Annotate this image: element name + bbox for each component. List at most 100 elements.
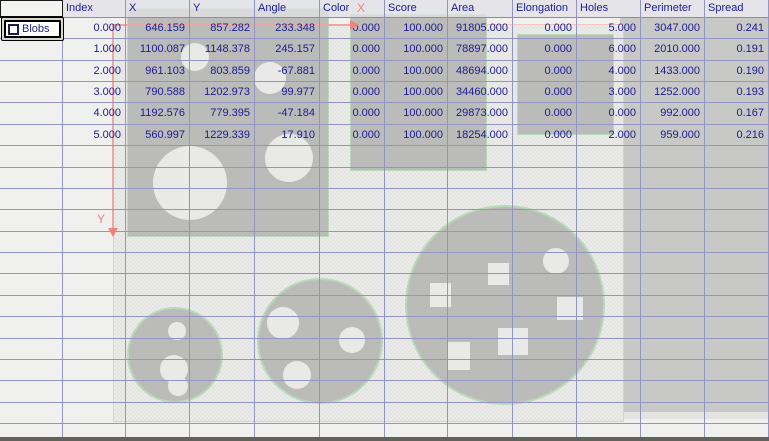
cell-y[interactable]: 1148.378 <box>190 39 255 61</box>
column-header-y[interactable]: Y <box>190 0 255 18</box>
cell-perimeter[interactable]: 2010.000 <box>641 39 705 61</box>
x-axis-line <box>113 24 352 26</box>
cell-color[interactable]: 0.000 <box>320 103 385 125</box>
empty-cell <box>190 424 255 437</box>
cell-perimeter[interactable]: 1252.000 <box>641 82 705 104</box>
cell-index[interactable]: 5.000 <box>63 124 126 147</box>
cell-perimeter[interactable]: 992.000 <box>641 103 705 125</box>
cell-area[interactable]: 48694.000 <box>448 60 513 83</box>
empty-cell <box>126 210 190 232</box>
cell-index[interactable]: 2.000 <box>63 60 126 83</box>
column-header-area[interactable]: Area <box>448 0 513 18</box>
empty-cell <box>63 295 126 318</box>
cell-holes[interactable]: 3.000 <box>577 82 641 104</box>
column-header-holes[interactable]: Holes <box>577 0 641 18</box>
window-bottom-border <box>0 437 769 441</box>
cell-index[interactable]: 0.000 <box>63 18 126 40</box>
table-row <box>0 210 769 232</box>
blobs-visibility-checkbox[interactable] <box>8 23 19 35</box>
column-header-score[interactable]: Score <box>385 0 448 18</box>
empty-cell <box>320 274 385 296</box>
cell-elongation[interactable]: 0.000 <box>513 103 577 125</box>
cell-elongation[interactable]: 0.000 <box>513 39 577 61</box>
cell-score[interactable]: 100.000 <box>385 124 448 147</box>
cell-perimeter[interactable]: 1433.000 <box>641 60 705 83</box>
cell-y[interactable]: 857.282 <box>190 18 255 40</box>
cell-spread[interactable]: 0.193 <box>705 82 769 104</box>
cell-elongation[interactable]: 0.000 <box>513 82 577 104</box>
cell-y[interactable]: 779.395 <box>190 103 255 125</box>
cell-spread[interactable]: 0.167 <box>705 103 769 125</box>
column-header-angle[interactable]: Angle <box>255 0 320 18</box>
cell-y[interactable]: 1202.973 <box>190 82 255 104</box>
cell-perimeter[interactable]: 3047.000 <box>641 18 705 40</box>
cell-angle[interactable]: -47.184 <box>255 103 320 125</box>
column-header-color[interactable]: Color <box>320 0 385 18</box>
cell-y[interactable]: 1229.339 <box>190 124 255 147</box>
cell-color[interactable]: 0.000 <box>320 60 385 83</box>
cell-x[interactable]: 560.997 <box>126 124 190 147</box>
cell-y[interactable]: 803.859 <box>190 60 255 83</box>
empty-cell <box>255 253 320 275</box>
cell-holes[interactable]: 5.000 <box>577 18 641 40</box>
empty-cell <box>705 424 769 437</box>
cell-holes[interactable]: 4.000 <box>577 60 641 83</box>
cell-elongation[interactable]: 0.000 <box>513 18 577 40</box>
column-header-elongation[interactable]: Elongation <box>513 0 577 18</box>
empty-cell <box>190 274 255 296</box>
cell-angle[interactable]: 99.977 <box>255 82 320 104</box>
empty-cell <box>448 359 513 382</box>
cell-spread[interactable]: 0.216 <box>705 124 769 147</box>
cell-x[interactable]: 1100.087 <box>126 39 190 61</box>
cell-spread[interactable]: 0.191 <box>705 39 769 61</box>
cell-area[interactable]: 18254.000 <box>448 124 513 147</box>
column-header-index[interactable]: Index <box>63 0 126 18</box>
cell-elongation[interactable]: 0.000 <box>513 124 577 147</box>
cell-score[interactable]: 100.000 <box>385 39 448 61</box>
empty-cell <box>705 231 769 254</box>
empty-cell <box>641 381 705 403</box>
column-header-spread[interactable]: Spread <box>705 0 769 18</box>
empty-cell <box>63 317 126 339</box>
cell-area[interactable]: 91805.000 <box>448 18 513 40</box>
cell-holes[interactable]: 2.000 <box>577 124 641 147</box>
empty-cell <box>320 146 385 168</box>
column-header-perimeter[interactable]: Perimeter <box>641 0 705 18</box>
column-header-x[interactable]: X <box>126 0 190 18</box>
cell-angle[interactable]: 17.910 <box>255 124 320 147</box>
cell-elongation[interactable]: 0.000 <box>513 60 577 83</box>
cell-score[interactable]: 100.000 <box>385 60 448 83</box>
row-header-column-header <box>0 0 63 18</box>
cell-area[interactable]: 29873.000 <box>448 103 513 125</box>
cell-score[interactable]: 100.000 <box>385 82 448 104</box>
cell-area[interactable]: 78897.000 <box>448 39 513 61</box>
cell-index[interactable]: 1.000 <box>63 39 126 61</box>
empty-cell <box>705 167 769 189</box>
cell-holes[interactable]: 0.000 <box>577 103 641 125</box>
cell-color[interactable]: 0.000 <box>320 39 385 61</box>
cell-index[interactable]: 4.000 <box>63 103 126 125</box>
cell-perimeter[interactable]: 959.000 <box>641 124 705 147</box>
empty-cell <box>126 338 190 360</box>
cell-x[interactable]: 961.103 <box>126 60 190 83</box>
row-header-cell <box>0 188 63 211</box>
cell-color[interactable]: 0.000 <box>320 124 385 147</box>
cell-x[interactable]: 646.159 <box>126 18 190 40</box>
empty-cell <box>705 381 769 403</box>
blobs-toggle[interactable]: Blobs <box>1 17 64 41</box>
cell-angle[interactable]: -67.881 <box>255 60 320 83</box>
cell-angle[interactable]: 245.157 <box>255 39 320 61</box>
table-body: 0.000 646.159 857.282 233.348 0.000 100.000 91… <box>0 18 769 424</box>
cell-holes[interactable]: 6.000 <box>577 39 641 61</box>
empty-cell <box>63 381 126 403</box>
cell-index[interactable]: 3.000 <box>63 82 126 104</box>
cell-x[interactable]: 1192.576 <box>126 103 190 125</box>
cell-spread[interactable]: 0.241 <box>705 18 769 40</box>
cell-score[interactable]: 100.000 <box>385 103 448 125</box>
cell-x[interactable]: 790.588 <box>126 82 190 104</box>
cell-score[interactable]: 100.000 <box>385 18 448 40</box>
cell-color[interactable]: 0.000 <box>320 82 385 104</box>
cell-angle[interactable]: 233.348 <box>255 18 320 40</box>
cell-area[interactable]: 34460.000 <box>448 82 513 104</box>
cell-spread[interactable]: 0.190 <box>705 60 769 83</box>
